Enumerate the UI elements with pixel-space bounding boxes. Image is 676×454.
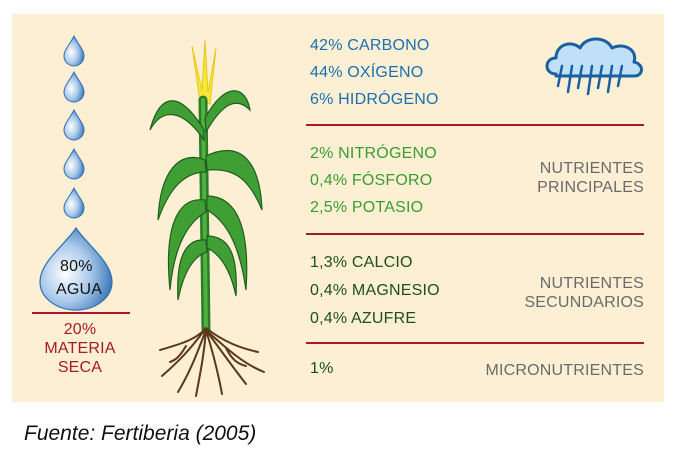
micronutrient-item: 1% [310,360,334,377]
water-divider [32,312,130,314]
dry-matter-percent: 20% [63,321,97,338]
primary-nutrient-item: 2,5% POTASIO [310,199,424,216]
roots-icon [159,327,265,397]
primary-label-line2: PRINCIPALES [537,179,644,196]
primary-nutrient-item: 2% NITRÓGENO [310,145,437,162]
secondary-label-line2: SECUNDARIOS [524,294,644,311]
water-percent: 80% [60,258,93,275]
primary-label-line1: NUTRIENTES [539,160,644,177]
section-divider [306,233,644,235]
structural-item: 44% OXÍGENO [310,64,424,81]
secondary-nutrients-label: NUTRIENTES SECUNDARIOS [470,274,644,312]
micronutrients-label: MICRONUTRIENTES [485,362,644,379]
water-drop-icon [63,70,85,103]
dry-matter-line1: MATERIA [44,340,116,357]
primary-nutrients-label: NUTRIENTES PRINCIPALES [470,159,644,197]
infographic-panel [12,14,664,402]
section-divider [306,342,644,344]
water-label: AGUA [56,281,103,298]
source-caption: Fuente: Fertiberia (2005) [24,422,257,445]
section-divider [306,124,644,126]
water-drop-icon [63,147,85,180]
structural-item: 6% HIDRÓGENO [310,91,439,108]
rain-cloud-icon [545,37,643,96]
secondary-label-line1: NUTRIENTES [539,275,644,292]
water-drop-icon [63,186,85,219]
primary-nutrient-item: 0,4% FÓSFORO [310,172,433,189]
dry-matter-line2: SECA [57,359,103,376]
large-water-drop-icon [39,226,113,311]
secondary-nutrient-item: 0,4% AZUFRE [310,310,417,327]
tassel-icon [191,39,217,105]
secondary-nutrient-item: 0,4% MAGNESIO [310,282,440,299]
water-drop-icon [63,34,85,67]
structural-item: 42% CARBONO [310,37,430,54]
dry-matter-label: 20% MATERIA SECA [30,320,130,377]
water-drop-icon [63,108,85,141]
secondary-nutrient-item: 1,3% CALCIO [310,254,413,271]
